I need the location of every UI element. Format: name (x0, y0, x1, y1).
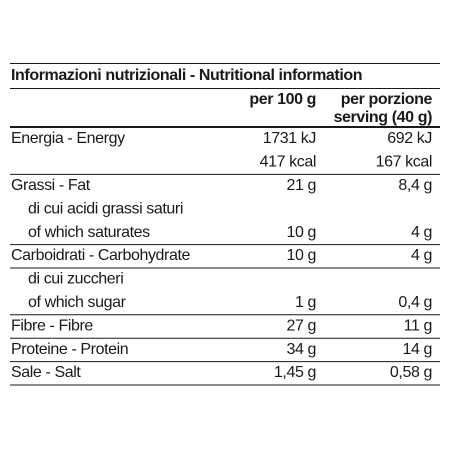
value-per-100g: 1 g (295, 294, 316, 311)
column-header: per porzione (341, 91, 433, 108)
value-per-100g: 34 g (286, 341, 316, 358)
row-label: di cui zuccheri (28, 271, 123, 288)
value-per-serving: 4 g (411, 224, 432, 241)
row-label: Proteine - Protein (11, 341, 128, 358)
value-per-serving: 4 g (411, 247, 432, 264)
value-per-serving: 11 g (404, 317, 432, 334)
value-per-serving: 8,4 g (398, 177, 432, 194)
value-per-100g: 21 g (286, 177, 316, 194)
value-per-100g: 1731 kJ (263, 130, 316, 147)
row-label: Carboidrati - Carbohydrate (11, 247, 191, 264)
value-per-100g: 10 g (286, 224, 316, 241)
column-header: per 100 g (249, 91, 316, 108)
row-label: di cui acidi grassi saturi (28, 200, 183, 217)
value-per-100g: 1,45 g (274, 364, 316, 381)
column-header: serving (40 g) (334, 109, 433, 126)
row-label: Energia - Energy (11, 130, 125, 147)
value-per-100g: 27 g (286, 317, 316, 334)
row-label: of which saturates (28, 224, 150, 241)
row-label: Fibre - Fibre (11, 317, 93, 334)
value-per-serving: 14 g (402, 341, 432, 358)
value-per-serving: 0,4 g (398, 294, 432, 311)
row-label: Grassi - Fat (11, 177, 91, 194)
value-per-100g: 10 g (286, 247, 316, 264)
value-per-100g: 417 kcal (260, 154, 316, 171)
value-per-serving: 0,58 g (390, 364, 432, 381)
row-label: of which sugar (28, 294, 127, 311)
value-per-serving: 167 kcal (376, 154, 432, 171)
table-title: Informazioni nutrizionali - Nutritional … (11, 67, 362, 84)
row-label: Sale - Salt (11, 364, 81, 381)
value-per-serving: 692 kJ (387, 130, 432, 147)
